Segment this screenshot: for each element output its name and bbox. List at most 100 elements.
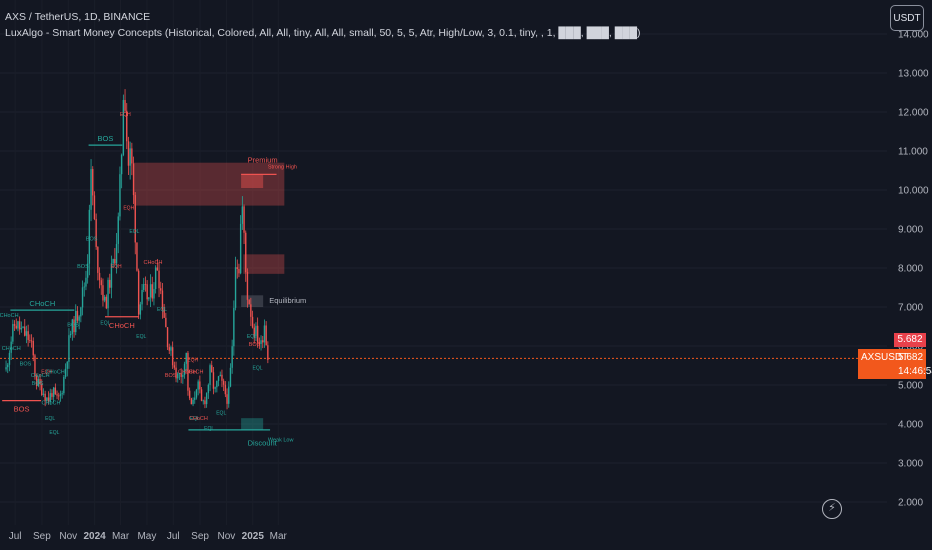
candle-body [182,374,184,377]
price-tag-symbol: AXSUSDT [861,352,909,363]
smc-zones [133,162,285,430]
swing-label: CHoCH [46,369,65,375]
candle-body [260,340,262,344]
swing-label: EQL [136,334,146,340]
candle-body [262,340,264,343]
candle-body [228,386,230,404]
candle-body [216,380,218,388]
candle-body [253,327,255,337]
candle-body [126,110,128,142]
candle-body [163,309,165,318]
candle-body [192,399,194,405]
candle-body [69,333,72,336]
candle-body [160,288,162,291]
candle-body [47,397,50,402]
candle-body [37,379,40,386]
candle-body [10,341,12,353]
candle-body [188,390,191,399]
candle-body [29,339,31,341]
candle-body [20,327,23,330]
candle-body [8,352,11,365]
candle-body [239,223,242,274]
candle-body [103,296,106,301]
y-tick-label: 9.000 [898,225,923,236]
candle-body [97,246,99,273]
candle-body [35,376,38,386]
candle-body [22,326,24,328]
x-tick-label: May [137,531,156,542]
candle-body [214,387,216,389]
candle-body [170,347,172,351]
candle-body [209,365,211,385]
candles [5,89,269,410]
swing-label: EQL [216,410,226,416]
last-price-tag: AXSUSDT 5.682 14:46:54 [858,349,932,379]
zone-label: Discount [248,438,278,447]
candle-body [5,367,7,370]
candle-body [88,209,91,264]
y-tick-label: 8.000 [898,264,923,275]
price-tag-price: 5.682 [898,352,924,363]
candle-body [258,342,261,344]
candle-body [98,272,101,281]
swing-label: EQL [45,416,55,422]
candle-body [56,394,58,396]
candle-body [127,141,130,166]
candle-body [241,206,244,224]
candle-body [63,376,65,394]
y-tick-label: 2.000 [898,498,923,509]
candle-body [124,99,126,111]
candle-body [146,284,148,300]
candle-body [154,267,157,290]
candle-body [105,296,108,309]
swing-label: CHoCH [42,401,61,407]
candle-body [64,368,67,377]
candle-body [156,267,159,271]
x-tick-label: Mar [270,531,288,542]
candle-body [263,325,266,343]
candle-body [81,287,84,308]
candle-body [245,232,247,273]
swing-label: EQL [129,229,139,235]
swing-label: EQL [253,365,263,371]
currency-button[interactable]: USDT [890,5,924,31]
candle-body [129,148,131,166]
x-tick-label: Nov [218,531,236,542]
supply-zone [133,162,285,206]
indicator-legend[interactable]: LuxAlgo - Smart Money Concepts (Historic… [5,27,641,39]
candle-body [190,398,193,405]
swing-label: BOS [67,323,79,329]
candle-body [161,290,164,310]
candle-body [83,286,85,288]
candle-body [195,389,198,398]
candle-body [177,373,179,379]
candle-body [204,400,206,405]
equilibrium-zone [241,295,264,307]
discount-zone [241,418,264,430]
candle-body [78,316,80,321]
candle-body [250,304,252,317]
candle-body [134,195,136,243]
chart-grid [0,33,887,503]
candle-body [251,316,254,328]
lightning-icon[interactable]: ⚡ [822,499,842,519]
y-tick-label: 5.000 [898,381,923,392]
candle-body [117,216,119,244]
swing-label: BOS [20,362,32,368]
swing-label: EQH [120,112,131,118]
candle-body [93,195,96,220]
structure-label: CHoCH [29,299,55,308]
candle-body [246,272,249,300]
x-tick-label: 2024 [84,531,107,542]
candle-body [158,270,160,289]
candle-body [49,393,51,402]
swing-label: BOS [249,342,261,348]
candle-body [51,393,53,397]
candle-body [102,285,104,301]
candle-body [95,219,97,247]
candle-body [143,284,145,290]
chart-title[interactable]: AXS / TetherUS, 1D, BINANCE [5,11,151,23]
candle-body [221,374,223,381]
